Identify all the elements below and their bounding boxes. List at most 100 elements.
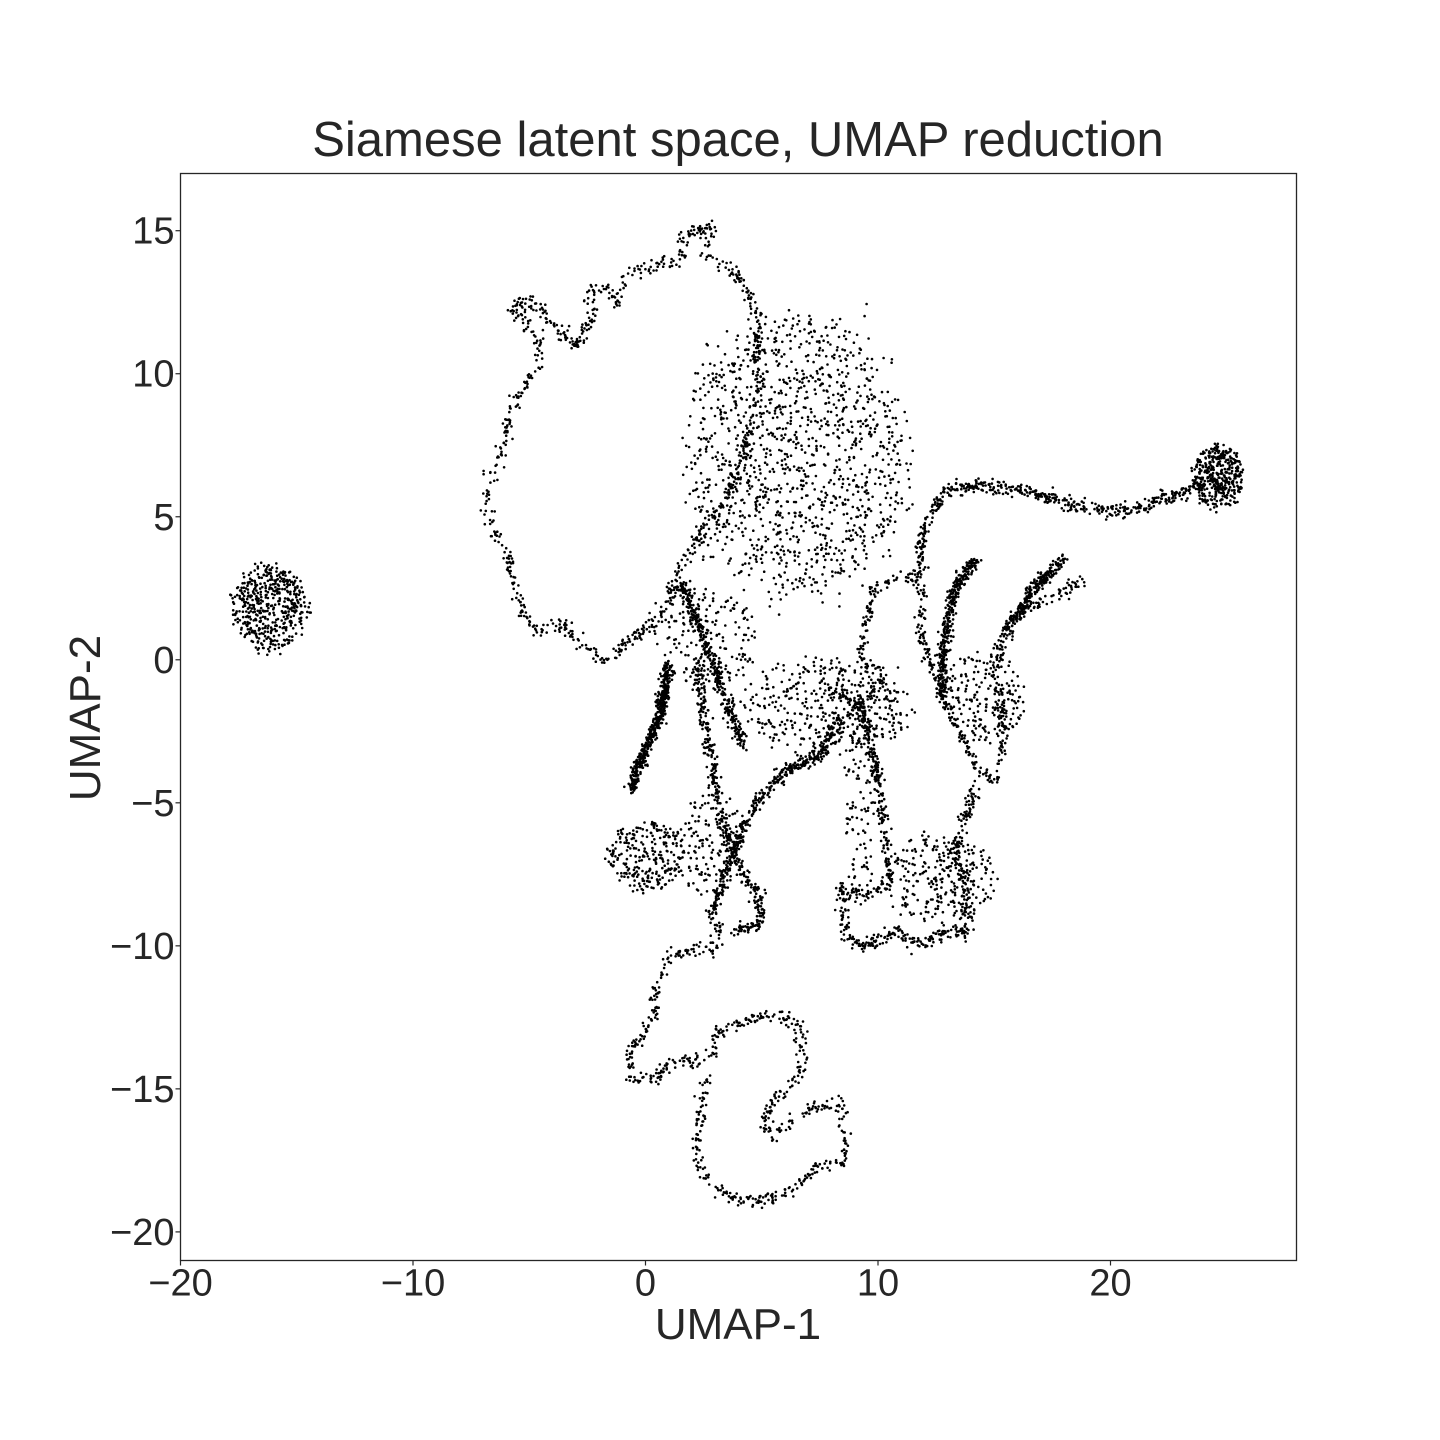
scatter-point xyxy=(775,487,779,491)
scatter-point xyxy=(851,493,855,496)
scatter-point xyxy=(872,933,876,937)
scatter-point xyxy=(776,427,779,431)
scatter-point xyxy=(887,463,890,466)
scatter-point xyxy=(801,479,805,483)
scatter-point xyxy=(748,393,752,396)
scatter-point xyxy=(832,696,836,699)
scatter-point xyxy=(967,891,971,894)
scatter-point xyxy=(874,468,878,471)
scatter-point xyxy=(580,328,584,332)
scatter-point xyxy=(1224,502,1227,506)
scatter-point xyxy=(693,592,696,595)
scatter-point xyxy=(850,425,854,429)
scatter-point xyxy=(1239,480,1243,484)
scatter-point xyxy=(757,717,760,721)
scatter-point xyxy=(535,358,538,362)
scatter-point xyxy=(1225,494,1229,497)
scatter-point xyxy=(711,620,714,624)
scatter-point xyxy=(758,381,762,384)
scatter-point xyxy=(309,611,313,614)
scatter-point xyxy=(607,297,611,300)
scatter-point xyxy=(934,907,937,911)
scatter-point xyxy=(259,561,263,564)
scatter-point xyxy=(973,693,977,697)
scatter-point xyxy=(794,430,798,434)
scatter-point xyxy=(257,652,260,655)
scatter-point xyxy=(535,341,538,345)
scatter-point xyxy=(514,304,517,308)
scatter-point xyxy=(1211,474,1214,478)
scatter-point xyxy=(575,337,579,341)
scatter-point xyxy=(854,407,857,411)
scatter-point xyxy=(830,666,834,670)
scatter-point xyxy=(585,337,589,340)
scatter-point xyxy=(782,690,786,693)
scatter-point xyxy=(737,413,740,417)
scatter-point xyxy=(752,357,755,361)
scatter-point xyxy=(662,841,666,844)
scatter-point xyxy=(837,335,841,339)
scatter-point xyxy=(863,384,867,387)
scatter-point xyxy=(846,725,850,728)
scatter-point xyxy=(866,806,870,810)
scatter-point xyxy=(986,895,990,899)
scatter-point xyxy=(677,642,681,645)
scatter-point xyxy=(672,831,675,834)
scatter-point xyxy=(700,525,703,528)
scatter-point xyxy=(783,458,787,461)
scatter-point xyxy=(950,861,954,865)
scatter-point xyxy=(846,498,850,502)
scatter-point xyxy=(905,508,909,512)
scatter-point xyxy=(264,624,267,628)
scatter-point xyxy=(851,863,854,866)
scatter-point xyxy=(734,385,738,389)
scatter-point xyxy=(484,509,488,513)
scatter-point xyxy=(763,322,767,326)
scatter-point xyxy=(1190,469,1194,473)
scatter-point xyxy=(957,901,961,905)
scatter-point xyxy=(248,603,252,607)
scatter-point xyxy=(820,695,824,699)
scatter-point xyxy=(853,567,857,571)
scatter-point xyxy=(620,875,623,878)
scatter-point xyxy=(966,887,969,890)
scatter-points xyxy=(229,219,1245,1210)
scatter-point xyxy=(1210,495,1214,498)
scatter-point xyxy=(721,639,725,643)
scatter-point xyxy=(724,664,728,667)
scatter-point xyxy=(863,510,867,514)
scatter-point xyxy=(813,388,817,391)
scatter-point xyxy=(773,545,777,549)
scatter-point xyxy=(708,437,712,440)
scatter-point xyxy=(759,387,762,390)
scatter-point xyxy=(902,860,906,863)
scatter-point xyxy=(940,880,944,884)
scatter-point xyxy=(888,503,892,507)
scatter-point xyxy=(1190,466,1193,470)
scatter-point xyxy=(827,552,830,556)
scatter-point xyxy=(758,468,762,471)
scatter-point xyxy=(984,730,987,733)
scatter-point xyxy=(634,635,637,639)
scatter-point xyxy=(891,431,894,434)
scatter-point xyxy=(731,390,734,394)
scatter-point xyxy=(612,295,616,298)
scatter-point xyxy=(675,263,678,267)
scatter-point xyxy=(926,900,930,904)
scatter-point xyxy=(628,884,632,887)
scatter-point xyxy=(808,576,811,579)
scatter-point xyxy=(889,481,892,485)
scatter-point xyxy=(841,397,845,400)
scatter-point xyxy=(648,868,652,872)
scatter-point xyxy=(273,627,277,631)
scatter-point xyxy=(880,534,884,538)
scatter-point xyxy=(891,905,895,908)
scatter-point xyxy=(735,437,738,441)
scatter-point xyxy=(236,586,240,589)
scatter-point xyxy=(519,604,523,607)
scatter-point xyxy=(823,537,827,540)
scatter-point xyxy=(1234,454,1238,457)
scatter-point xyxy=(741,666,745,669)
scatter-point xyxy=(851,748,854,752)
scatter-point xyxy=(516,300,519,304)
